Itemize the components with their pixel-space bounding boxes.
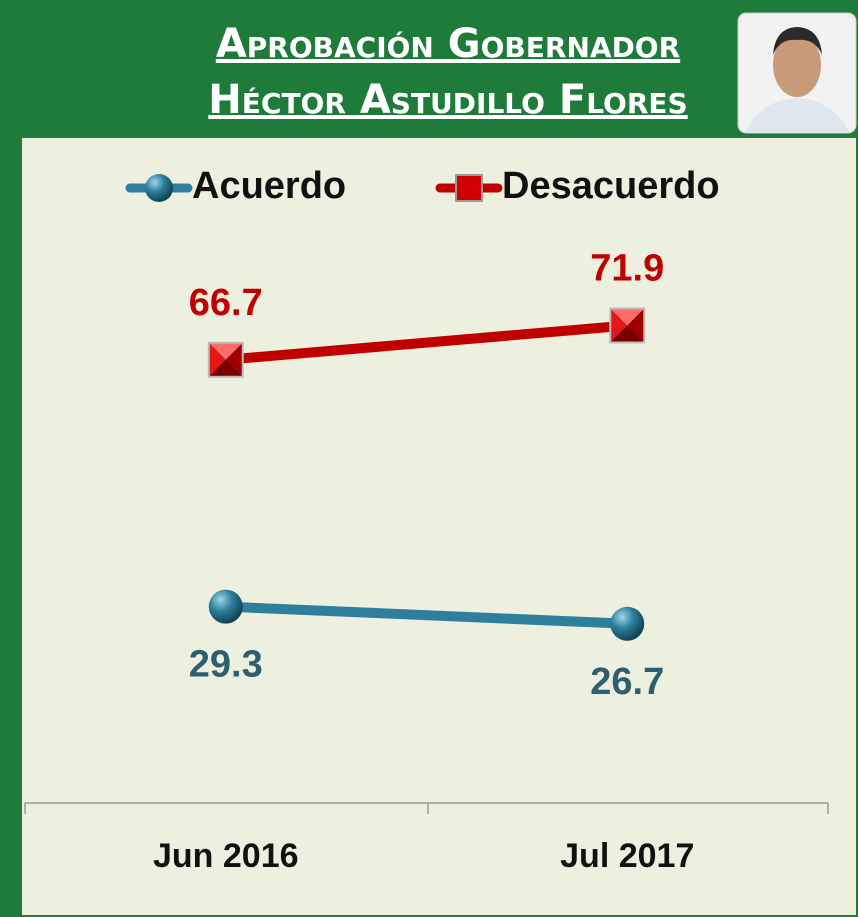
point (209, 343, 243, 377)
point (610, 607, 644, 641)
chart-subtitle: Héctor Astudillo Flores (208, 77, 687, 123)
legend-label: Acuerdo (192, 165, 346, 207)
data-label: 66.7 (189, 282, 263, 324)
legend-label: Desacuerdo (502, 165, 720, 207)
plot-background (22, 138, 856, 915)
point (610, 308, 644, 342)
x-tick-label: Jul 2017 (560, 837, 694, 875)
portrait (738, 13, 856, 133)
legend-marker (145, 174, 173, 202)
data-label: 26.7 (590, 661, 664, 703)
chart-title: Aprobación Gobernador (216, 21, 680, 67)
point (209, 590, 243, 624)
chart: Aprobación Gobernador Héctor Astudillo F… (0, 0, 858, 917)
page: Aprobación Gobernador Héctor Astudillo F… (0, 0, 858, 917)
data-label: 71.9 (590, 247, 664, 289)
legend-marker (456, 175, 482, 201)
data-label: 29.3 (189, 644, 263, 686)
x-tick-label: Jun 2016 (153, 837, 299, 875)
